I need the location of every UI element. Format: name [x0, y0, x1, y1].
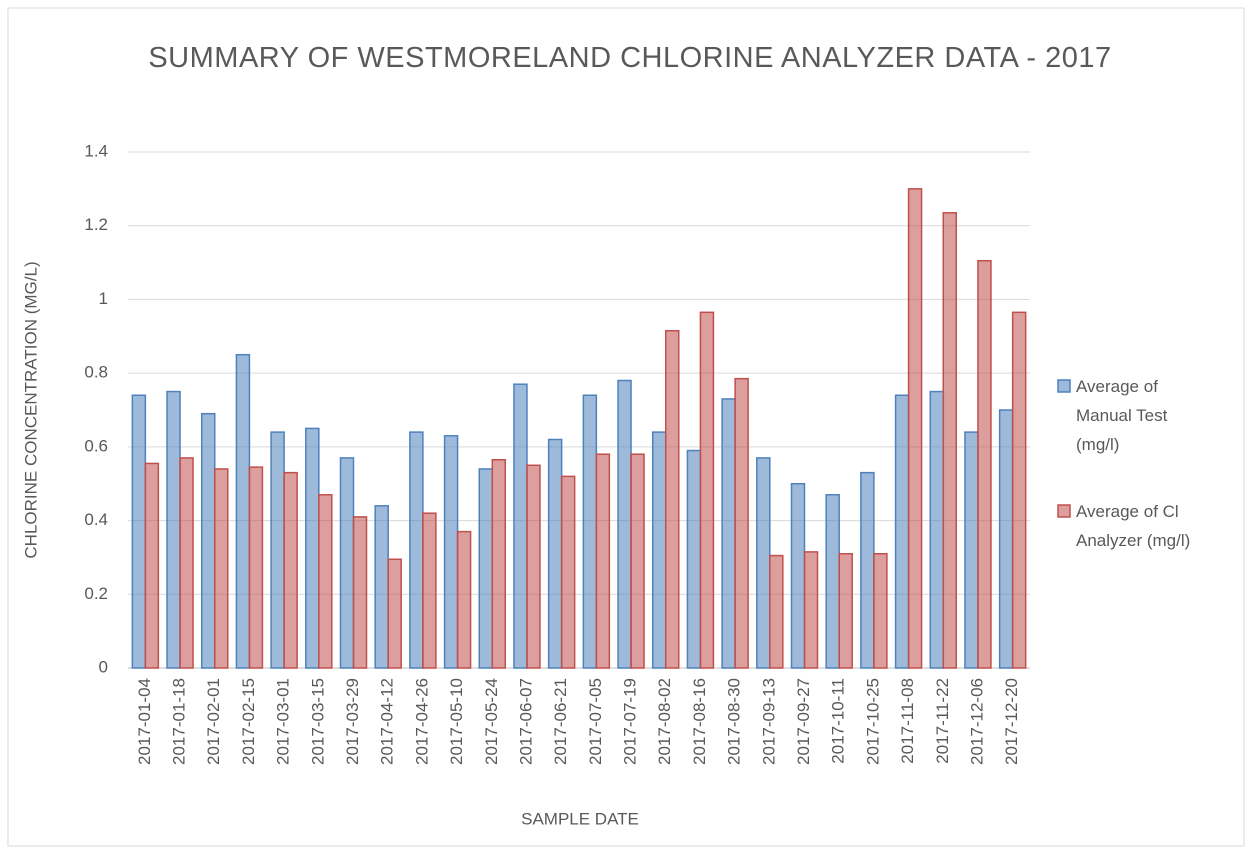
bar [478, 468, 494, 669]
x-tick-label: 2017-04-12 [378, 678, 397, 765]
bar [318, 494, 333, 669]
bar [270, 431, 285, 669]
bar [734, 377, 749, 669]
x-tick-label: 2017-03-01 [274, 678, 293, 765]
bar [248, 466, 264, 669]
bar [166, 390, 181, 669]
x-tick-label: 2017-08-16 [690, 678, 709, 765]
x-tick-label: 2017-03-29 [343, 678, 362, 765]
x-tick-label: 2017-04-26 [412, 678, 431, 765]
bar [873, 552, 888, 669]
bar [894, 394, 910, 669]
bar [179, 457, 194, 669]
chart-border [7, 7, 1245, 847]
bar [825, 494, 840, 669]
y-tick-label: 0.6 [84, 436, 108, 455]
x-tick-label: 2017-02-01 [204, 678, 223, 765]
y-tick-label: 1.2 [84, 215, 108, 234]
y-tick-label: 0 [99, 657, 108, 676]
bar [144, 462, 160, 669]
bar [374, 505, 389, 669]
x-tick-label: 2017-11-08 [898, 678, 917, 764]
bar [305, 427, 320, 669]
x-tick-label: 2017-11-22 [933, 678, 952, 764]
bar [595, 453, 611, 669]
x-tick-label: 2017-08-30 [725, 678, 744, 765]
x-tick-label: 2017-01-18 [170, 678, 189, 765]
bar [422, 512, 437, 669]
bar [756, 457, 771, 669]
bar [513, 383, 528, 669]
y-tick-label: 0.2 [84, 584, 108, 603]
bar [907, 188, 923, 669]
bar [630, 453, 645, 669]
bar [235, 353, 251, 669]
x-tick-label: 2017-02-15 [239, 678, 258, 765]
y-tick-label: 0.8 [84, 363, 108, 382]
bar [699, 311, 715, 669]
x-tick-label: 2017-09-27 [794, 678, 813, 765]
bar [526, 464, 541, 669]
x-tick-label: 2017-09-13 [759, 678, 778, 765]
bar [998, 409, 1014, 669]
x-tick-label: 2017-05-10 [447, 678, 466, 765]
x-tick-label: 2017-12-06 [967, 678, 986, 765]
bar [942, 212, 958, 669]
bar [213, 468, 229, 669]
bar [352, 516, 368, 669]
bar [790, 482, 806, 669]
bar [929, 390, 945, 669]
y-tick-label: 1.4 [84, 141, 108, 160]
bar [860, 471, 875, 669]
bar [456, 530, 472, 669]
bar [409, 431, 424, 669]
legend-label: Average of Manual Test (mg/l) [1076, 377, 1168, 454]
legend-label: Average of Cl Analyzer (mg/l) [1076, 502, 1191, 550]
x-tick-label: 2017-03-15 [308, 678, 327, 765]
bar [651, 431, 667, 669]
bar [664, 330, 680, 669]
x-tick-label: 2017-10-11 [829, 678, 848, 764]
bar [443, 435, 459, 669]
bar [1011, 311, 1027, 669]
x-axis-label: SAMPLE DATE [521, 809, 639, 828]
y-axis-label: CHLORINE CONCENTRATION (MG/L) [21, 261, 40, 558]
y-tick-label: 1 [99, 289, 108, 308]
bar [838, 552, 853, 669]
legend-swatch [1057, 504, 1071, 518]
bar [803, 551, 819, 669]
bar [582, 394, 598, 669]
x-tick-label: 2017-06-21 [551, 678, 570, 765]
bar [977, 259, 992, 669]
bar [721, 398, 736, 669]
x-tick-label: 2017-07-19 [621, 678, 640, 765]
x-tick-label: 2017-07-05 [586, 678, 605, 765]
bar [339, 457, 355, 669]
x-tick-label: 2017-10-25 [863, 678, 882, 765]
bar [491, 459, 507, 669]
bar [547, 438, 563, 669]
bar [964, 431, 979, 669]
bar [686, 449, 702, 669]
bar [769, 554, 784, 669]
bar [200, 412, 216, 669]
chart-title: SUMMARY OF WESTMORELAND CHLORINE ANALYZE… [148, 42, 1112, 74]
bar [283, 471, 298, 669]
bar [617, 379, 632, 669]
x-tick-label: 2017-12-20 [1002, 678, 1021, 765]
bar [387, 558, 402, 669]
x-tick-label: 2017-06-07 [516, 678, 535, 765]
x-tick-label: 2017-01-04 [135, 678, 154, 765]
x-tick-label: 2017-05-24 [482, 678, 501, 765]
x-tick-label: 2017-08-02 [655, 678, 674, 765]
y-tick-label: 0.4 [84, 510, 108, 529]
bar [131, 394, 147, 669]
bar [560, 475, 576, 669]
legend-swatch [1057, 379, 1071, 393]
